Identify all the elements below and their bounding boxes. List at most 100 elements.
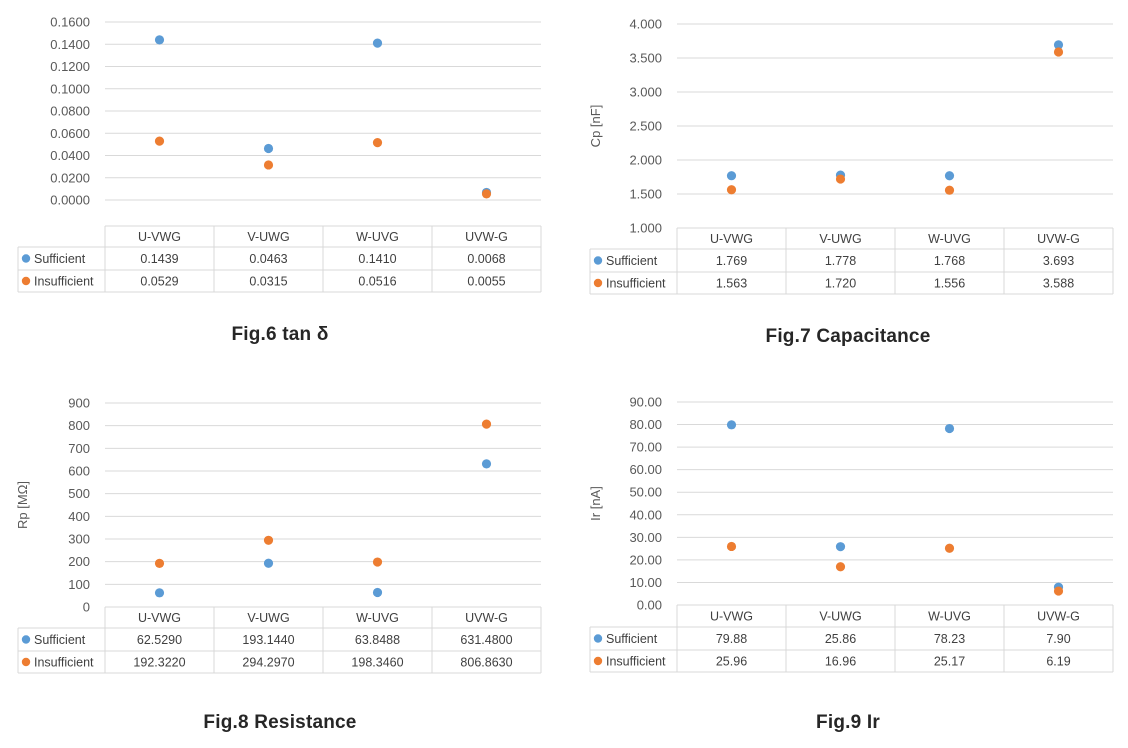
- y-tick-label: 0.0400: [50, 148, 90, 163]
- data-point-sufficient: [835, 542, 846, 552]
- category-label: U-VWG: [138, 230, 181, 244]
- y-axis-label: Ir [nA]: [588, 486, 603, 521]
- category-label: UVW-G: [465, 230, 508, 244]
- category-label: U-VWG: [138, 611, 181, 625]
- table-value: 294.2970: [242, 656, 294, 670]
- category-label: V-UWG: [819, 610, 861, 624]
- category-label: U-VWG: [710, 610, 753, 624]
- legend-label-insufficient: Insufficient: [34, 656, 94, 670]
- table-value: 1.556: [934, 277, 965, 291]
- table-value: 7.90: [1046, 632, 1070, 646]
- data-point-insufficient: [154, 136, 165, 146]
- table-value: 0.0516: [358, 275, 396, 289]
- y-tick-label: 3.000: [629, 85, 662, 100]
- data-point-sufficient: [372, 38, 383, 48]
- data-point-insufficient: [154, 558, 165, 569]
- legend-label-insufficient: Insufficient: [606, 655, 666, 669]
- data-table: U-VWG V-UWG W-UVG UVW-G Sufficient 1.769 1.778…: [589, 227, 1114, 295]
- category-label: V-UWG: [247, 230, 289, 244]
- data-point-insufficient: [1053, 586, 1064, 596]
- y-tick-label: 50.00: [629, 485, 662, 500]
- data-point-sufficient: [154, 35, 165, 45]
- y-tick-label: 200: [68, 554, 90, 569]
- data-table: U-VWG V-UWG W-UVG UVW-G Sufficient 62.5290 193…: [17, 606, 542, 674]
- y-tick-label: 500: [68, 486, 90, 501]
- y-tick-label: 4.000: [629, 17, 662, 32]
- table-value: 6.19: [1046, 655, 1070, 669]
- y-tick-label: 0: [83, 600, 90, 615]
- data-point-sufficient: [726, 420, 737, 430]
- legend-label-sufficient: Sufficient: [606, 254, 658, 268]
- data-point-sufficient: [372, 587, 383, 598]
- table-value: 25.86: [825, 632, 856, 646]
- y-tick-label: 0.1200: [50, 59, 90, 74]
- table-value: 1.778: [825, 254, 856, 268]
- category-label: W-UVG: [928, 610, 971, 624]
- y-tick-label: 90.00: [629, 395, 662, 410]
- legend-label-sufficient: Sufficient: [34, 633, 86, 647]
- table-value: 0.0315: [249, 275, 287, 289]
- y-tick-label: 30.00: [629, 530, 662, 545]
- table-value: 1.769: [716, 254, 747, 268]
- y-tick-label: 0.0200: [50, 170, 90, 185]
- legend-label-sufficient: Sufficient: [34, 252, 86, 266]
- data-point-insufficient: [1053, 47, 1064, 57]
- data-point-insufficient: [835, 562, 846, 572]
- table-value: 193.1440: [242, 633, 294, 647]
- category-label: W-UVG: [928, 232, 971, 246]
- legend-marker-sufficient: [21, 635, 31, 644]
- data-point-insufficient: [263, 535, 274, 545]
- table-value: 79.88: [716, 632, 747, 646]
- y-tick-label: 0.0000: [50, 193, 90, 208]
- data-point-insufficient: [944, 543, 955, 553]
- legend-marker-insufficient: [593, 278, 603, 288]
- table-value: 806.8630: [460, 656, 512, 670]
- table-value: 25.96: [716, 655, 747, 669]
- caption-fig7: Fig.7 Capacitance: [765, 326, 931, 347]
- category-label: U-VWG: [710, 232, 753, 246]
- table-value: 1.563: [716, 277, 747, 291]
- chart-6: 0.0000 0.0200 0.0400 0.0600 0.0800 0.1000 0.12…: [17, 15, 542, 293]
- chart-9: 0.00 10.00 20.00 30.00 40.00 50.00 60.00 70.00 8…: [588, 395, 1114, 673]
- y-tick-label: 900: [68, 396, 90, 411]
- data-table: U-VWG V-UWG W-UVG UVW-G Sufficient 0.1439 0.04…: [17, 225, 542, 293]
- data-point-insufficient: [835, 174, 846, 184]
- y-tick-label: 100: [68, 577, 90, 592]
- y-tick-label: 3.500: [629, 51, 662, 66]
- data-point-sufficient: [481, 459, 492, 469]
- y-tick-label: 0.00: [637, 598, 662, 613]
- y-tick-label: 1.000: [629, 221, 662, 236]
- table-value: 198.3460: [351, 656, 403, 670]
- data-point-insufficient: [372, 557, 383, 567]
- data-point-insufficient: [944, 185, 955, 195]
- category-label: UVW-G: [465, 611, 508, 625]
- y-tick-label: 70.00: [629, 440, 662, 455]
- y-tick-label: 0.0600: [50, 126, 90, 141]
- y-axis-label: Cp [nF]: [588, 105, 603, 148]
- legend-marker-sufficient: [21, 254, 31, 263]
- caption-fig6: Fig.6 tan δ: [231, 324, 329, 345]
- y-tick-label: 20.00: [629, 552, 662, 567]
- caption-fig9: Fig.9 Ir: [816, 712, 880, 733]
- y-tick-label: 40.00: [629, 507, 662, 522]
- data-point-insufficient: [481, 189, 492, 199]
- category-label: W-UVG: [356, 611, 399, 625]
- table-value: 63.8488: [355, 633, 400, 647]
- y-tick-label: 0.1600: [50, 15, 90, 30]
- table-value: 3.693: [1043, 254, 1074, 268]
- category-label: V-UWG: [247, 611, 289, 625]
- data-point-insufficient: [726, 541, 737, 552]
- table-value: 1.768: [934, 254, 965, 268]
- y-tick-label: 2.000: [629, 153, 662, 168]
- table-value: 0.0055: [467, 275, 505, 289]
- data-point-insufficient: [263, 160, 274, 170]
- table-value: 0.0529: [140, 275, 178, 289]
- y-tick-label: 700: [68, 441, 90, 456]
- legend-marker-sufficient: [593, 256, 603, 265]
- data-point-sufficient: [726, 171, 737, 181]
- table-value: 3.588: [1043, 277, 1074, 291]
- table-value: 192.3220: [133, 656, 185, 670]
- y-tick-label: 2.500: [629, 119, 662, 134]
- table-value: 0.1410: [358, 252, 396, 266]
